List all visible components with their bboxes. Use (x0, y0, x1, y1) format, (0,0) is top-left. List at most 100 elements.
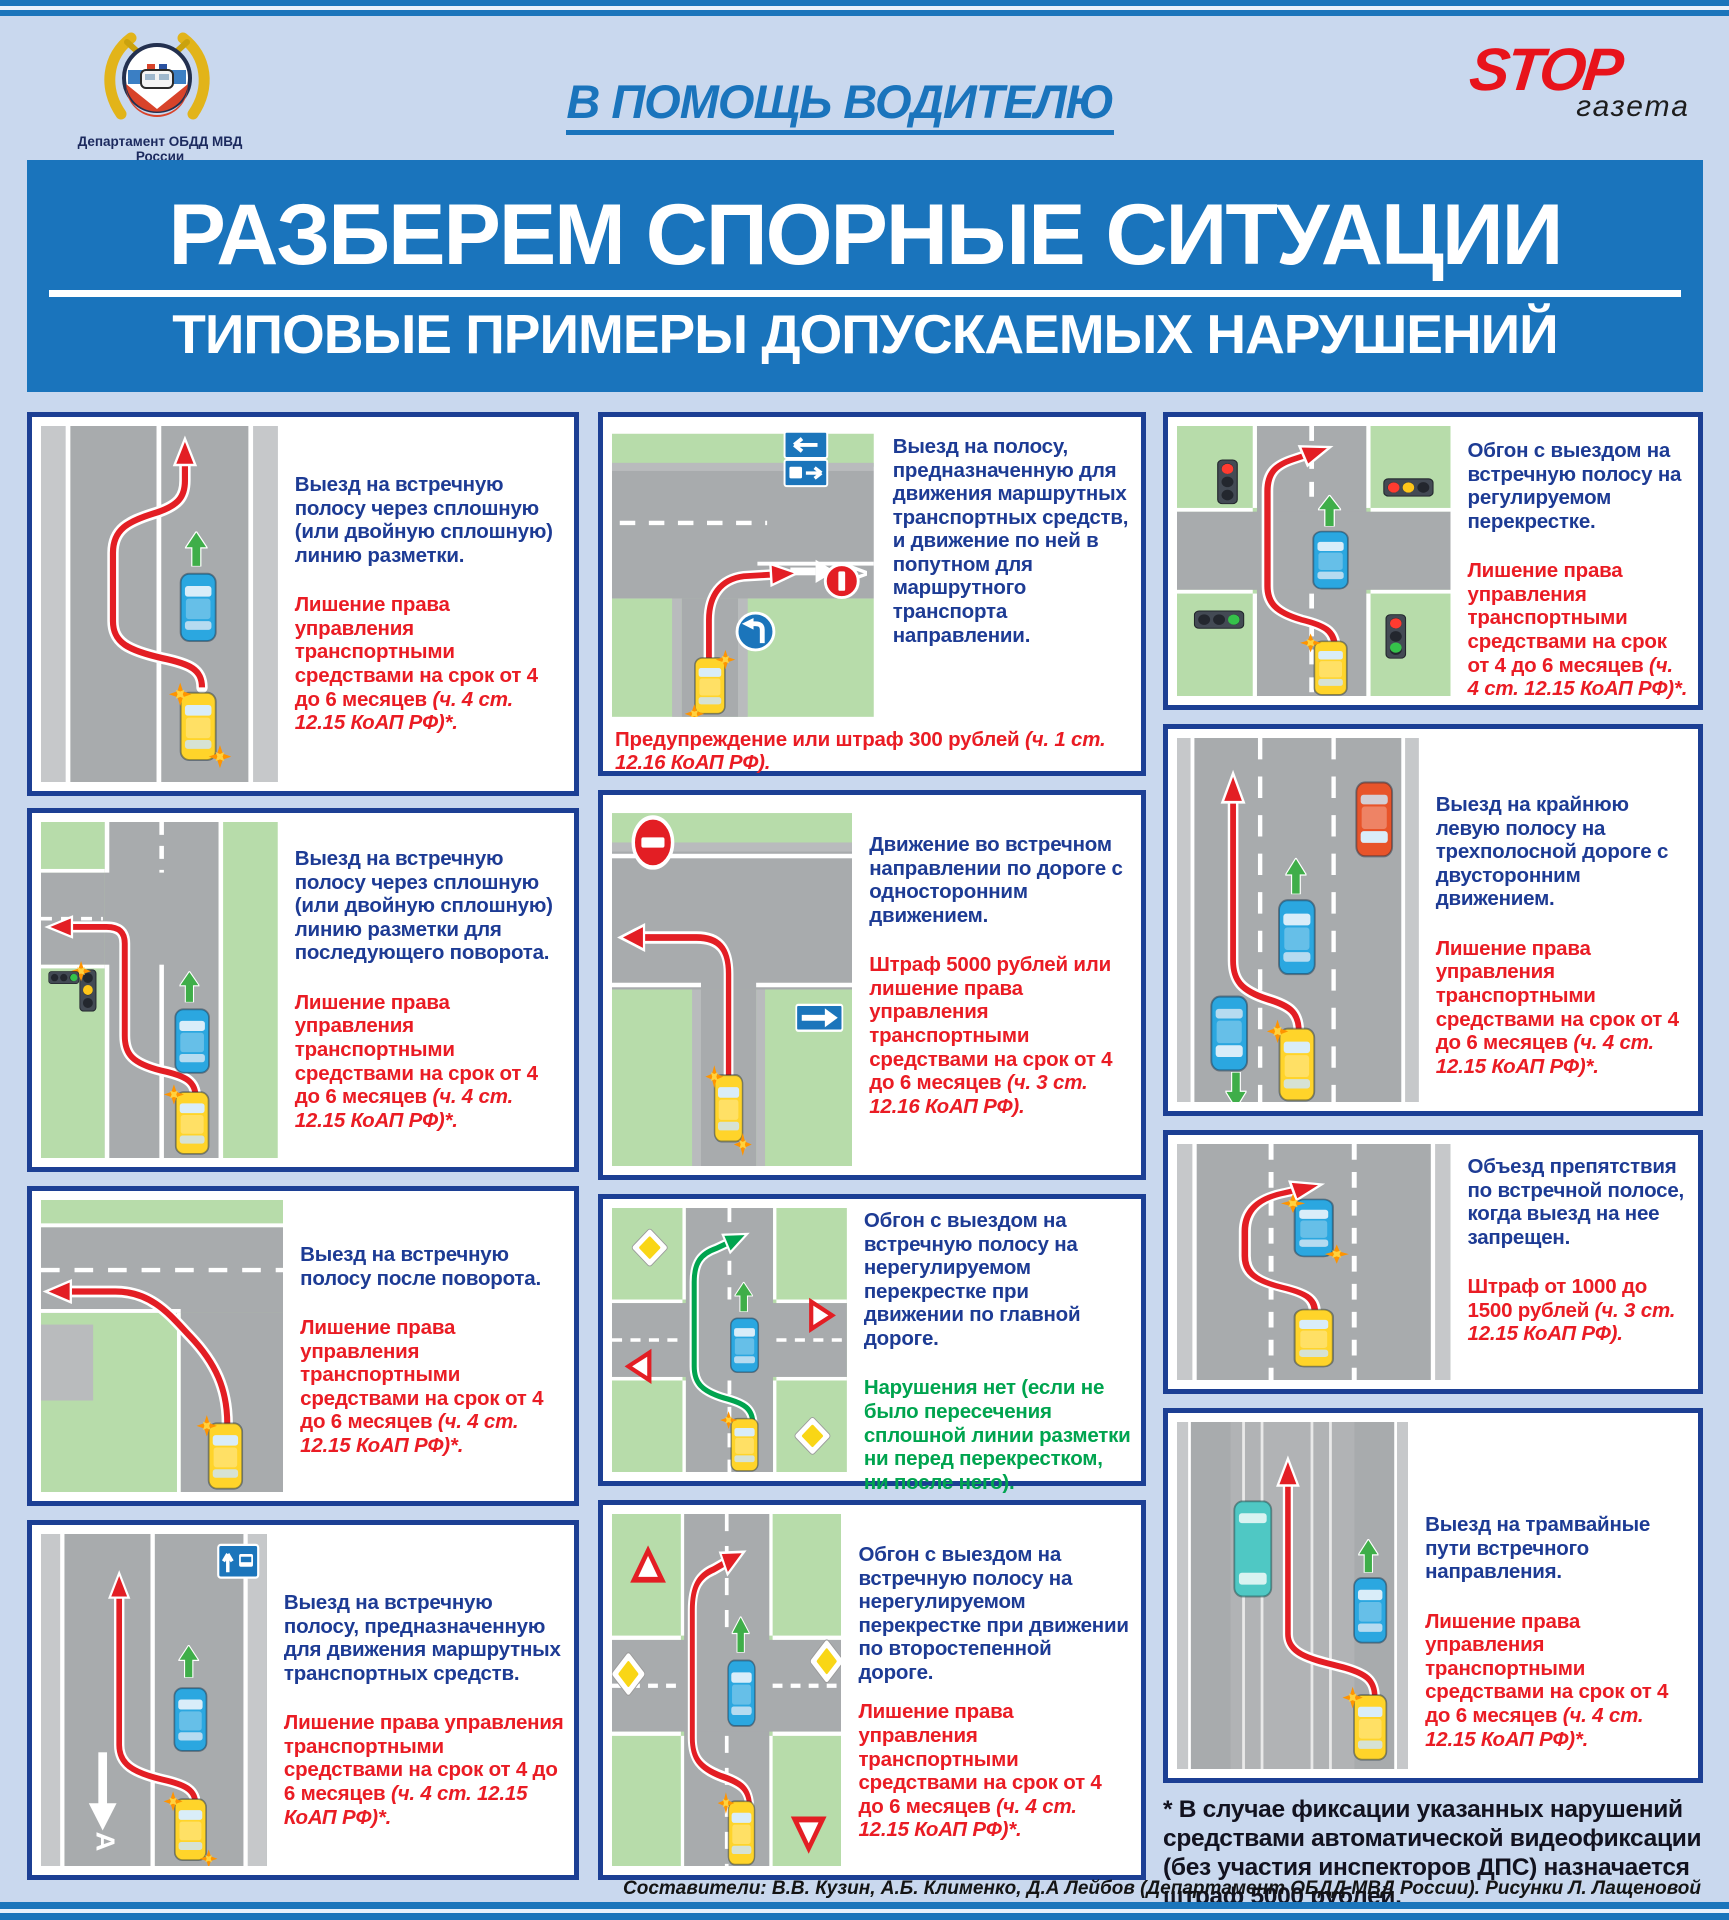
penalty-text: Лишение права управления транспортными с… (295, 593, 564, 734)
violation-description: Выезд на крайнюю левую полосу на трехпол… (1435, 793, 1669, 911)
car-yellow-icon (174, 1091, 210, 1155)
building-block (41, 1324, 94, 1401)
car-blue-icon (1277, 899, 1316, 976)
diagram-overtaking-secondary-road-intersection (603, 1505, 850, 1875)
route-arrow-icon (691, 1232, 756, 1425)
panel-obstacle-detour-oncoming-lane: Объезд препятствия по встречной полосе, … (1163, 1130, 1703, 1394)
penalty-amount: Штраф от 1000 до 1500 рублей (1467, 1275, 1648, 1322)
car-blue-icon (179, 572, 217, 643)
car-yellow-icon (1353, 1694, 1388, 1761)
diagram-obstacle-detour-oncoming-lane (1168, 1135, 1460, 1389)
bus-lane-sign-icon (783, 430, 829, 488)
car-blue-icon (173, 1687, 208, 1752)
panel-opposite-lane-after-turn: Выезд на встречную полосу после поворота… (27, 1186, 579, 1506)
law-reference: (ч. 4 ст. 12.15 КоАП РФ)*. (858, 1794, 1077, 1842)
banner-title: РАЗБЕРЕМ СПОРНЫЕ СИТУАЦИИ (168, 187, 1564, 283)
no-entry-sign-icon (823, 563, 860, 600)
penalty-amount: Штраф 5000 рублей или лишение права упра… (869, 953, 1113, 1095)
car-yellow-icon (694, 657, 726, 715)
violation-description: Выезд на встречную полосу через сплошную… (294, 847, 553, 965)
violation-description: Обгон с выездом на встречную полосу на р… (1467, 439, 1682, 533)
car-yellow-icon (713, 1074, 744, 1143)
car-yellow-icon (1313, 640, 1348, 696)
car-blue-icon (727, 1659, 756, 1727)
law-reference: (ч. 4 ст. 12.15 КоАП РФ)*. (294, 1085, 513, 1132)
traffic-light-icon (48, 971, 80, 984)
stop-logo-word: STOP (1466, 36, 1624, 103)
law-reference: (ч. 3 ст. 12.15 КоАП РФ). (1467, 1298, 1676, 1346)
diagram-oncoming-bus-lane: А (32, 1525, 276, 1875)
car-blue-icon (174, 1008, 210, 1074)
no-violation-note: Нарушения нет (если не было пересечения … (863, 1376, 1131, 1494)
panel-overtaking-secondary-road-intersection: Обгон с выездом на встречную полосу на н… (598, 1500, 1146, 1880)
route-arrow-icon (44, 915, 199, 1099)
stop-gazeta-logo: STOP газета (1466, 36, 1690, 140)
auto-camera-footnote: * В случае фиксации указанных нарушений … (1163, 1796, 1702, 1910)
penalty-text: Лишение права управления транспортными с… (1436, 937, 1688, 1078)
law-reference: (ч. 4 ст. 12.15 КоАП РФ)*. (1425, 1703, 1644, 1751)
panel-oncoming-bus-lane: А Выезд на встречную полосу, предназначе… (27, 1520, 579, 1880)
penalty-text: Лишение права управления транспортными с… (1425, 1610, 1688, 1751)
penalty-text: Штраф от 1000 до 1500 рублей (ч. 3 ст. 1… (1468, 1275, 1689, 1346)
law-reference: (ч. 4 ст. 12.15 КоАП РФ)*. (1435, 1031, 1654, 1078)
penalty-amount: Лишение права управления транспортными с… (283, 1711, 564, 1805)
bottom-border-stripe (0, 1902, 1729, 1920)
diagram-oncoming-tram-tracks (1168, 1413, 1417, 1778)
car-blue-icon (1353, 1577, 1388, 1644)
bus-lane-letter: А (91, 1832, 120, 1852)
violation-description: Выезд на трамвайные пути встречного напр… (1425, 1513, 1651, 1584)
penalty-amount: Предупреждение или штраф 300 рублей (615, 727, 1020, 751)
violation-description: Выезд на полосу, предназначенную для дви… (892, 435, 1129, 647)
traffic-light-icon (1383, 478, 1434, 497)
diagram-overtaking-main-road-intersection (603, 1199, 856, 1481)
panel-crossing-solid-line-before-turn: Выезд на встречную полосу через сплошную… (27, 808, 579, 1172)
car-yellow-icon (727, 1800, 756, 1866)
law-reference: (ч. 4 ст. 12.15 КоАП РФ)*. (300, 1410, 519, 1457)
penalty-amount: Лишение права управления транспортными с… (858, 1700, 1102, 1818)
car-orange-icon (1355, 781, 1394, 858)
violation-description: Движение во встречном направлении по дор… (869, 833, 1123, 927)
panel-crossing-solid-line: Выезд на встречную полосу через сплошную… (27, 412, 579, 796)
violation-description: Обгон с выездом на встречную полосу на н… (863, 1209, 1081, 1350)
panel-wrong-way-one-way-road: Движение во встречном направлении по дор… (598, 790, 1146, 1180)
turn-left-sign-icon (737, 613, 774, 650)
diagram-crossing-solid-line (32, 417, 287, 791)
panel-overtaking-signalized-intersection: Обгон с выездом на встречную полосу на р… (1163, 412, 1703, 710)
panel-same-direction-bus-lane: А Выезд на полосу, предназначенную для д… (598, 412, 1146, 776)
violation-description: Выезд на встречную полосу через сплошную… (294, 473, 553, 567)
violation-description: Выезд на встречную полосу, предназначенн… (283, 1591, 561, 1685)
route-arrow-icon (617, 922, 732, 1076)
car-blue-icon (729, 1317, 760, 1374)
penalty-text: Лишение права управления транспортными с… (1468, 559, 1689, 700)
diagram-far-left-lane-three-lane-road (1168, 729, 1428, 1111)
tram-vehicle-icon (1233, 1500, 1273, 1598)
panel-overtaking-main-road-intersection: Обгон с выездом на встречную полосу на н… (598, 1194, 1146, 1494)
route-arrow-icon (1276, 1455, 1378, 1698)
banner-subtitle: ТИПОВЫЕ ПРИМЕРЫ ДОПУСКАЕМЫХ НАРУШЕНИЙ (172, 303, 1558, 365)
route-arrow-icon (109, 435, 206, 688)
panel-far-left-lane-three-lane-road: Выезд на крайнюю левую полосу на трехпол… (1163, 724, 1703, 1116)
penalty-text: Лишение права управления транспортными с… (300, 1316, 564, 1457)
violation-description: Объезд препятствия по встречной полосе, … (1467, 1155, 1685, 1249)
traffic-light-icon (1193, 610, 1245, 629)
diagram-overtaking-signalized-intersection (1168, 417, 1460, 705)
diagram-same-direction-bus-lane: А (603, 417, 883, 726)
car-yellow-icon (179, 691, 217, 762)
bus-lane-sign-icon (217, 1543, 260, 1579)
page-motto: В ПОМОЩЬ ВОДИТЕЛЮ (520, 74, 1160, 135)
car-yellow-icon (207, 1422, 244, 1490)
car-yellow-icon (1278, 1027, 1316, 1102)
penalty-text: Лишение права управления транспортными с… (858, 1700, 1131, 1841)
law-reference: (ч. 1 ст. 12.16 КоАП РФ). (615, 727, 1106, 775)
banner: РАЗБЕРЕМ СПОРНЫЕ СИТУАЦИИ ТИПОВЫЕ ПРИМЕР… (27, 160, 1703, 392)
penalty-text: Лишение права управления транспортными с… (284, 1711, 564, 1829)
route-arrow-icon (1220, 769, 1302, 1032)
car-blue-icon (1210, 995, 1249, 1072)
route-arrow-icon (1264, 445, 1338, 648)
law-reference: (ч. 4 ст. 12.15 КоАП РФ)*. (294, 687, 513, 735)
penalty-amount: Лишение права управления транспортными с… (1435, 936, 1679, 1055)
law-reference: (ч. 4 ст. 12.15 КоАП РФ)*. (1467, 653, 1688, 701)
one-way-sign-icon (795, 1003, 844, 1032)
law-reference: (ч. 4 ст. 12.15 КоАП РФ)*. (283, 1781, 528, 1829)
route-arrow-icon (689, 1550, 753, 1809)
